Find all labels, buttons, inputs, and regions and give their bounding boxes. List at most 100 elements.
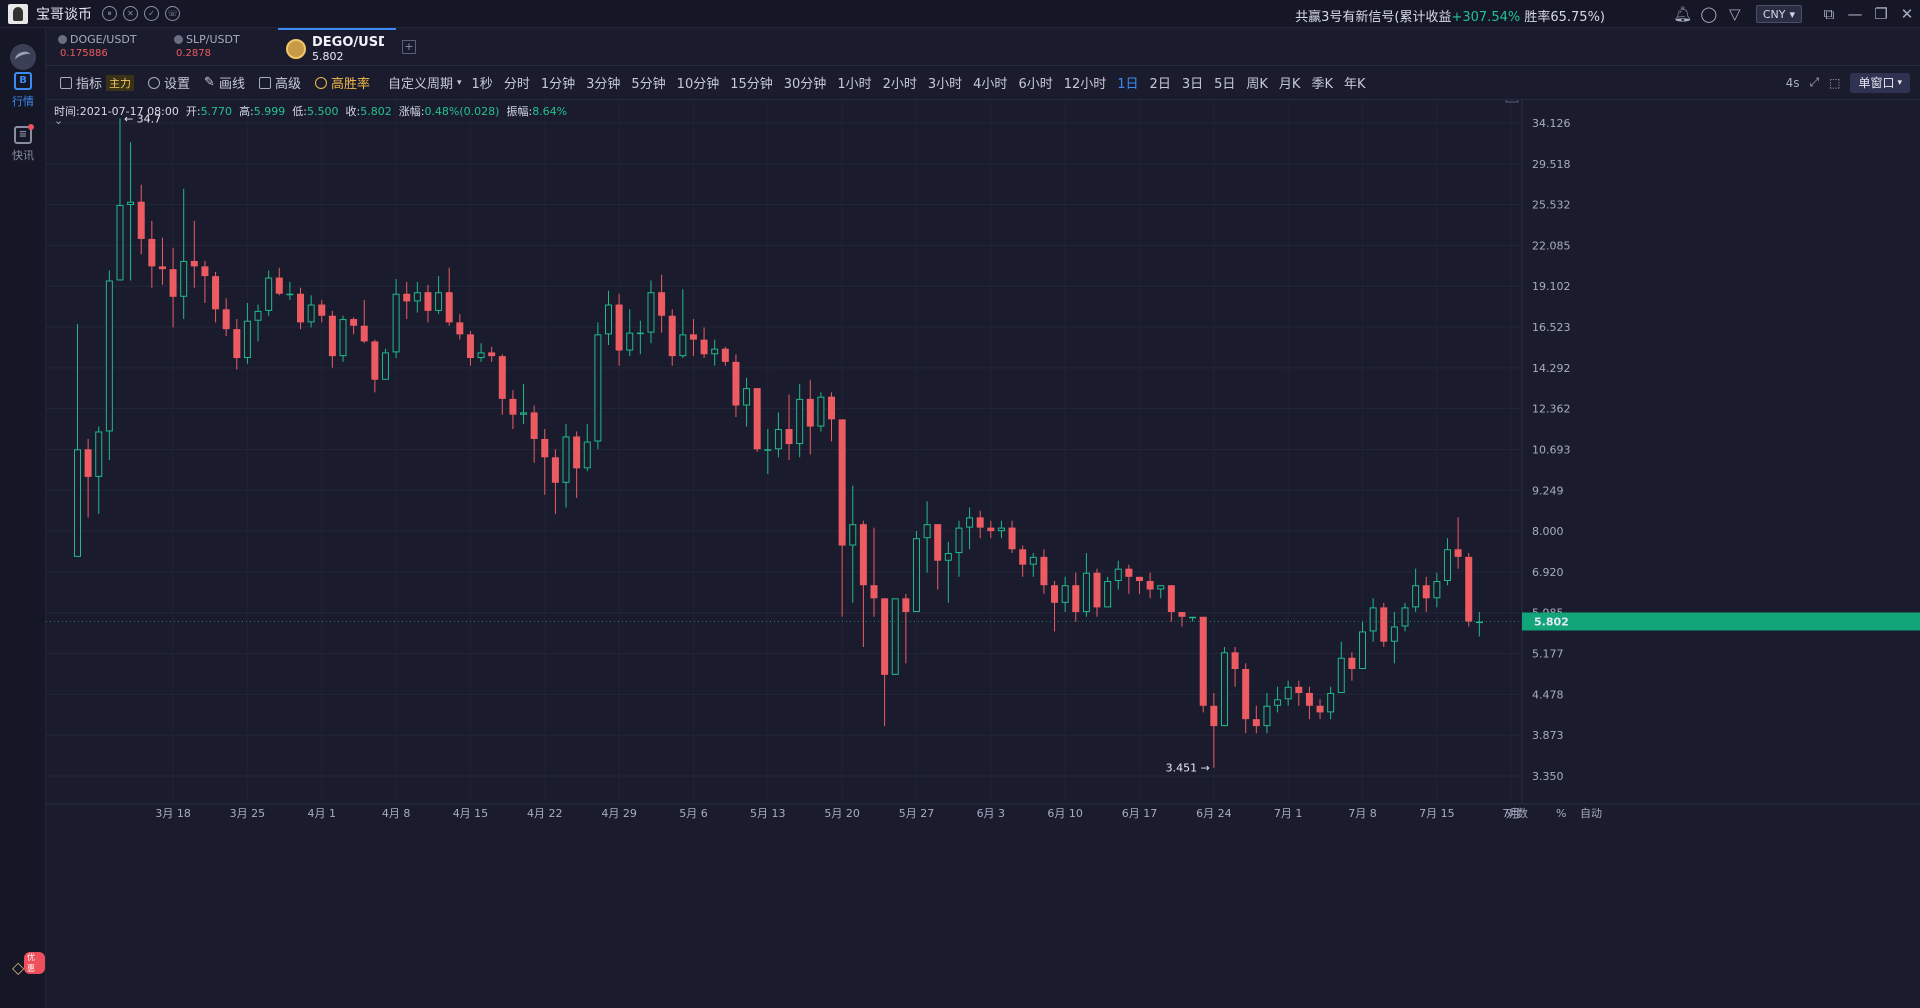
sidebar-item-label: 快讯 bbox=[12, 149, 34, 162]
candle-body bbox=[477, 352, 485, 359]
app-logo-icon bbox=[8, 3, 28, 24]
restore-icon[interactable]: ❐ bbox=[1874, 5, 1888, 23]
period-19[interactable]: 月K bbox=[1278, 77, 1301, 92]
advanced-button[interactable]: 高级 bbox=[258, 73, 301, 92]
custom-period-select[interactable]: 自定义周期 ▾ bbox=[388, 73, 462, 92]
indicator-button[interactable]: 指标 主力 bbox=[60, 73, 135, 92]
candle-body bbox=[743, 388, 751, 406]
candle-body bbox=[626, 332, 634, 351]
candle-body bbox=[137, 201, 145, 239]
candle-body bbox=[551, 457, 559, 483]
period-8[interactable]: 1小时 bbox=[837, 77, 872, 92]
candle-body bbox=[1369, 607, 1377, 632]
period-13[interactable]: 12小时 bbox=[1063, 77, 1107, 92]
candle-body bbox=[997, 527, 1005, 532]
candle-body bbox=[764, 449, 772, 451]
candle-body bbox=[1019, 549, 1027, 565]
candle-body bbox=[859, 524, 867, 586]
period-4[interactable]: 5分钟 bbox=[631, 77, 666, 92]
candle-body bbox=[870, 585, 878, 599]
period-16[interactable]: 3日 bbox=[1181, 77, 1204, 92]
period-2[interactable]: 1分钟 bbox=[540, 77, 576, 92]
chart-settings-icon[interactable] bbox=[1505, 100, 1519, 103]
add-tab-button[interactable]: + bbox=[402, 40, 416, 54]
shirt-icon[interactable]: ▽ bbox=[1729, 5, 1741, 23]
axis-mode-1[interactable]: % bbox=[1556, 807, 1566, 820]
period-14[interactable]: 1日 bbox=[1117, 77, 1139, 92]
candle-body bbox=[1040, 556, 1048, 586]
check-icon[interactable]: ✓ bbox=[144, 6, 159, 21]
period-21[interactable]: 年K bbox=[1343, 77, 1366, 92]
candle-body bbox=[700, 339, 708, 355]
candle-body bbox=[403, 293, 411, 302]
x-tick-label: 6月 10 bbox=[1047, 807, 1083, 820]
candle-body bbox=[360, 325, 368, 342]
settings-button[interactable]: 设置 bbox=[148, 73, 190, 92]
period-12[interactable]: 6小时 bbox=[1018, 77, 1053, 92]
axis-mode-2[interactable]: 自动 bbox=[1580, 807, 1602, 820]
fullscreen-icon[interactable]: ⤢ bbox=[1809, 75, 1820, 89]
period-7[interactable]: 30分钟 bbox=[783, 77, 827, 92]
phone-icon[interactable]: ☏ bbox=[165, 6, 180, 21]
candle-body bbox=[212, 276, 220, 310]
period-1[interactable]: 分时 bbox=[503, 77, 530, 92]
open-value: 5.770 bbox=[200, 105, 233, 118]
currency-value: CNY bbox=[1762, 7, 1786, 21]
period-9[interactable]: 2小时 bbox=[882, 77, 917, 92]
candle-body bbox=[424, 292, 432, 311]
draw-line-button[interactable]: ✎ 画线 bbox=[204, 73, 245, 92]
candle-body bbox=[1284, 686, 1292, 700]
minimize-icon[interactable]: — bbox=[1847, 5, 1863, 23]
candle-body bbox=[881, 598, 889, 675]
period-17[interactable]: 5日 bbox=[1214, 77, 1236, 92]
gear-icon bbox=[148, 76, 161, 89]
notification-dot bbox=[28, 124, 34, 130]
period-11[interactable]: 4小时 bbox=[973, 77, 1008, 92]
candle-body bbox=[127, 201, 135, 205]
sidebar-item-market[interactable]: B 行情 bbox=[0, 72, 46, 109]
chart-canvas[interactable]: 34.126 29.518 25.532 22.085 19.102 16.523 14.2… bbox=[46, 100, 1920, 1008]
period-18[interactable]: 周K bbox=[1246, 77, 1268, 92]
currency-select[interactable]: CNY ▾ bbox=[1755, 5, 1802, 23]
candle-body bbox=[1114, 568, 1122, 581]
refresh-interval[interactable]: 4s bbox=[1785, 75, 1800, 90]
candlestick-chart[interactable]: 34.126 29.518 25.532 22.085 19.102 16.523 14.2… bbox=[46, 100, 1920, 1008]
axis-mode-0[interactable]: 对数 bbox=[1506, 806, 1528, 820]
period-6[interactable]: 15分钟 bbox=[730, 77, 773, 92]
market-icon: B bbox=[14, 72, 32, 90]
collapse-chevron-icon[interactable]: ⌄ bbox=[54, 114, 63, 127]
period-0[interactable]: 1秒 bbox=[471, 77, 493, 92]
chat-bubble-icon[interactable]: ◯ bbox=[1700, 5, 1718, 23]
advanced-label: 高级 bbox=[274, 77, 301, 92]
candle-body bbox=[328, 315, 336, 357]
candle-body bbox=[509, 398, 517, 415]
candle-body bbox=[732, 361, 740, 406]
signal-notice[interactable]: 共赢3号有新信号(累计收益+307.54% 胜率65.75%) bbox=[1295, 6, 1605, 25]
period-10[interactable]: 3小时 bbox=[927, 77, 963, 92]
tab-dego-usdt[interactable]: DEGO/USDT 5.802 bbox=[278, 28, 396, 65]
period-20[interactable]: 季K bbox=[1311, 77, 1333, 92]
pin-window-icon[interactable]: ⧉ bbox=[1823, 5, 1835, 23]
period-5[interactable]: 10分钟 bbox=[676, 77, 720, 92]
close-icon[interactable]: ✕ bbox=[1900, 5, 1914, 23]
window-mode-select[interactable]: 单窗口 ▾ bbox=[1850, 72, 1910, 93]
bell-icon[interactable]: 🔔︎ bbox=[1673, 5, 1693, 23]
screenshot-icon[interactable]: ⬚ bbox=[1829, 75, 1841, 90]
tab-slp-usdt[interactable]: SLP/USDT 0.2878 bbox=[162, 28, 278, 65]
period-3[interactable]: 3分钟 bbox=[586, 77, 621, 92]
low-value: 5.500 bbox=[307, 105, 339, 118]
coupon-icon[interactable]: ◇ bbox=[12, 958, 25, 977]
last-price-tag bbox=[1522, 612, 1920, 631]
sidebar-item-news[interactable]: ≡ 快讯 bbox=[0, 124, 46, 163]
close-label: 收: bbox=[345, 105, 361, 118]
winrate-button[interactable]: 高胜率 bbox=[314, 73, 370, 92]
candle-body bbox=[1454, 549, 1462, 557]
pause-icon[interactable]: ⏸ bbox=[102, 6, 117, 21]
candle-body bbox=[1199, 616, 1207, 706]
tab-doge-usdt[interactable]: DOGE/USDT 0.175886 bbox=[46, 28, 162, 65]
chevron-down-icon: ▾ bbox=[1897, 77, 1902, 88]
cross-icon[interactable]: ✕ bbox=[123, 6, 138, 21]
title-bar: 宝哥谈币 ⏸ ✕ ✓ ☏ 共赢3号有新信号(累计收益+307.54% 胜率65.… bbox=[0, 0, 1920, 28]
period-15[interactable]: 2日 bbox=[1149, 77, 1171, 92]
candle-body bbox=[902, 598, 910, 613]
